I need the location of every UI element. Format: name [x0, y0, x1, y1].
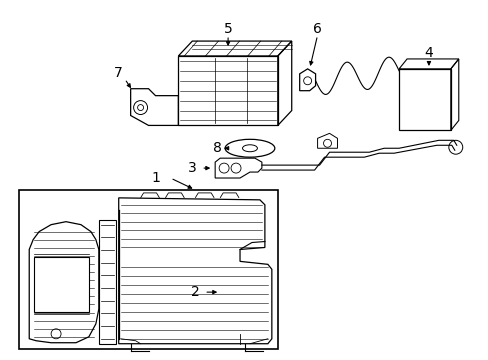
Text: 6: 6 [312, 22, 322, 36]
Text: 2: 2 [190, 285, 199, 299]
Bar [19, 190, 277, 349]
Text: 4: 4 [424, 46, 432, 60]
Text: 5: 5 [224, 22, 232, 36]
Bar [34, 257, 89, 312]
Text: 7: 7 [114, 66, 123, 80]
Text: 8: 8 [212, 141, 221, 155]
Text: 1: 1 [151, 171, 160, 185]
Bar [398, 69, 450, 130]
Bar [178, 56, 277, 125]
Text: 3: 3 [187, 161, 196, 175]
